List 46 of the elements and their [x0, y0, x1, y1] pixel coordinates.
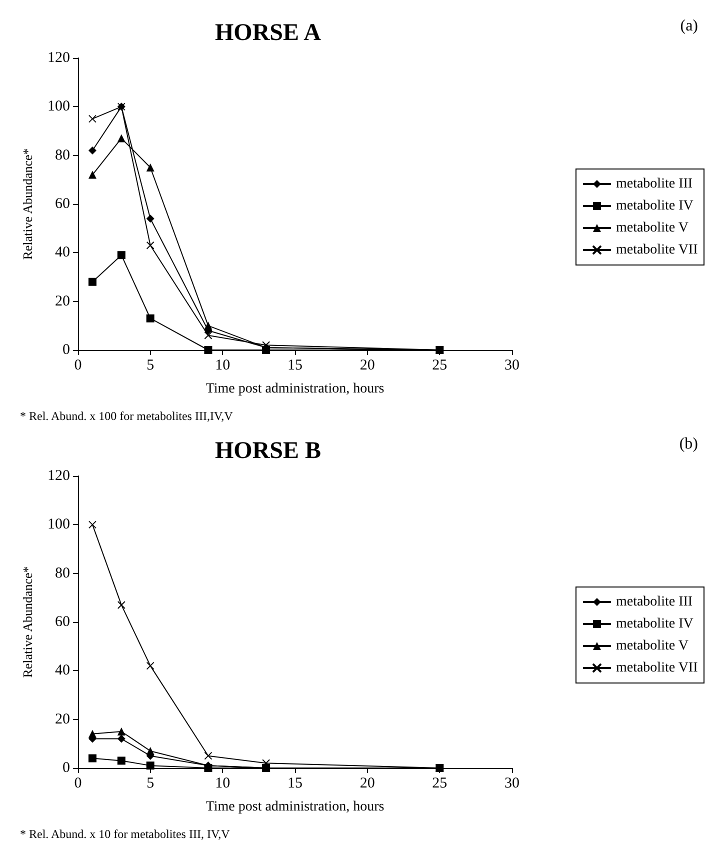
- y-tick-label: 0: [62, 760, 70, 776]
- x-axis-title: Time post administration, hours: [206, 800, 384, 814]
- x-tick-label: 0: [74, 776, 82, 792]
- x-axis-title: Time post administration, hours: [206, 382, 384, 396]
- x-tick-label: 20: [360, 358, 375, 374]
- x-tick-label: 30: [504, 358, 520, 374]
- x-tick-label: 25: [432, 358, 448, 374]
- y-tick-label: 40: [55, 662, 70, 679]
- chart-title: HORSE A: [214, 20, 322, 46]
- legend-label: metabolite III: [616, 594, 693, 610]
- x-tick-label: 10: [215, 358, 230, 374]
- y-tick-label: 80: [55, 147, 70, 164]
- y-axis-title: Relative Abundance*: [20, 148, 35, 260]
- chart-title: HORSE B: [214, 438, 322, 464]
- y-tick-label: 40: [55, 244, 70, 261]
- text: * Rel. Abund. x 10 for metabolites III, IV,V: [20, 827, 230, 841]
- legend-label: metabolite VII: [616, 660, 698, 676]
- text: (a): [680, 18, 698, 34]
- x-tick-label: 0: [74, 358, 82, 374]
- y-tick-label: 60: [55, 614, 70, 630]
- y-tick-label: 120: [48, 50, 70, 66]
- legend-label: metabolite V: [616, 220, 688, 236]
- x-tick-label: 15: [288, 776, 302, 792]
- x-tick-label: 30: [504, 776, 520, 792]
- x-tick-label: 5: [146, 358, 154, 374]
- text: (b): [679, 436, 698, 452]
- x-tick-label: 20: [360, 776, 375, 792]
- x-tick-label: 10: [215, 776, 230, 792]
- legend-label: metabolite IV: [616, 616, 694, 632]
- y-tick-label: 20: [55, 293, 70, 310]
- x-tick-label: 15: [288, 358, 302, 374]
- legend-label: metabolite VII: [616, 242, 698, 258]
- y-tick-label: 120: [48, 468, 70, 484]
- y-tick-label: 0: [62, 342, 70, 358]
- legend-label: metabolite III: [616, 176, 693, 192]
- y-tick-label: 80: [55, 565, 70, 582]
- y-tick-label: 100: [48, 98, 70, 115]
- y-tick-label: 100: [48, 516, 70, 533]
- y-tick-label: 20: [55, 711, 70, 728]
- x-tick-label: 5: [146, 776, 154, 792]
- x-tick-label: 25: [432, 776, 448, 792]
- legend-label: metabolite V: [616, 638, 688, 654]
- y-axis-title: Relative Abundance*: [20, 566, 35, 678]
- y-tick-label: 60: [55, 196, 70, 212]
- text: * Rel. Abund. x 100 for metabolites III,IV,V: [20, 409, 234, 423]
- legend-label: metabolite IV: [616, 198, 694, 214]
